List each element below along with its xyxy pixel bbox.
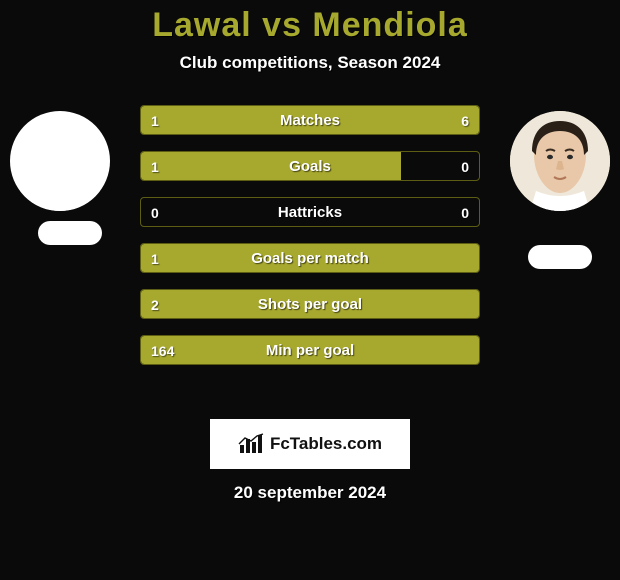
- player-left-avatar: [10, 111, 110, 211]
- stat-row: 16Matches: [140, 105, 480, 135]
- brand-box: FcTables.com: [210, 419, 410, 469]
- stat-row: 2Shots per goal: [140, 289, 480, 319]
- stat-label: Goals per match: [141, 244, 479, 273]
- avatar-placeholder-icon: [20, 181, 100, 211]
- stats-bars: 16Matches 10Goals 00Hattricks 1Goals per ma…: [140, 105, 480, 381]
- stat-label: Min per goal: [141, 336, 479, 365]
- player-right-avatar: [510, 111, 610, 211]
- brand-chart-icon: [238, 433, 264, 455]
- player-right-flag-icon: [528, 245, 592, 269]
- brand-text: FcTables.com: [270, 434, 382, 454]
- comparison-infographic: Lawal vs Mendiola Club competitions, Sea…: [0, 0, 620, 580]
- page-title: Lawal vs Mendiola: [0, 6, 620, 45]
- player-left-column: [0, 111, 120, 245]
- date-text: 20 september 2024: [0, 483, 620, 503]
- main-row: 16Matches10Goals00Hattricks1Goals per ma…: [0, 111, 620, 411]
- stat-label: Hattricks: [141, 198, 479, 227]
- player-left-flag-icon: [38, 221, 102, 245]
- page-subtitle: Club competitions, Season 2024: [0, 53, 620, 73]
- stat-row: 10Goals: [140, 151, 480, 181]
- player-right-column: [500, 111, 620, 269]
- stat-label: Matches: [141, 106, 479, 135]
- stat-row: 00Hattricks: [140, 197, 480, 227]
- face-icon: [510, 111, 610, 211]
- stat-row: 1Goals per match: [140, 243, 480, 273]
- stat-row: 164Min per goal: [140, 335, 480, 365]
- stat-label: Shots per goal: [141, 290, 479, 319]
- stat-label: Goals: [141, 152, 479, 181]
